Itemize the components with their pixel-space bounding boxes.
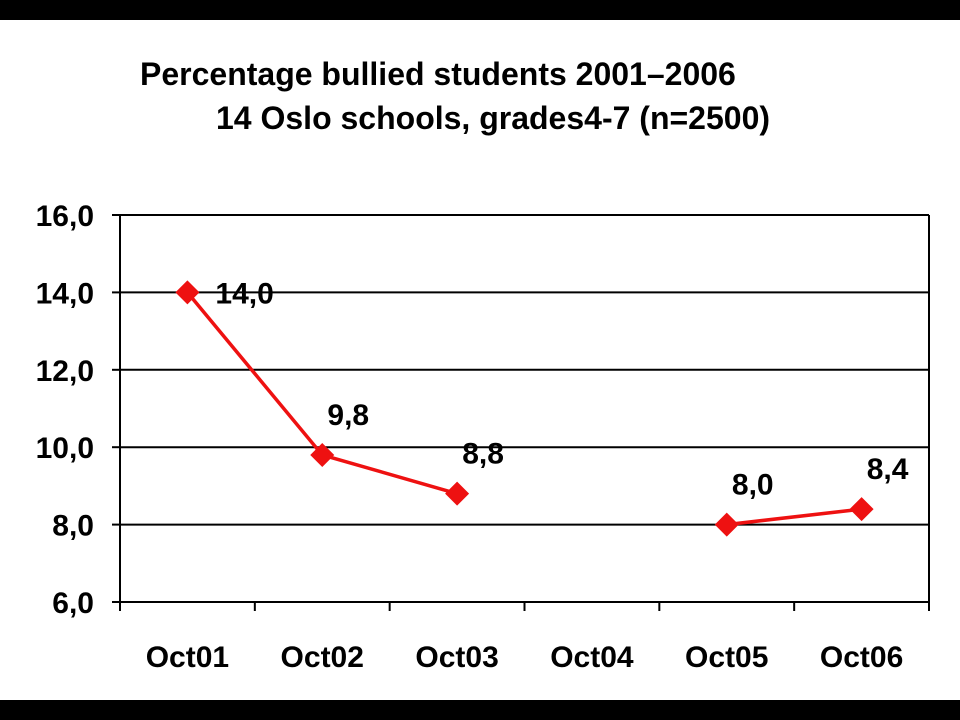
data-point-marker — [445, 481, 470, 506]
x-tick-label: Oct03 — [415, 641, 498, 674]
top-letterbox-bar — [0, 0, 960, 20]
x-tick-label: Oct04 — [550, 641, 634, 674]
x-tick-label: Oct02 — [281, 641, 364, 674]
y-tick-label: 12,0 — [36, 355, 94, 388]
x-tick-label: Oct05 — [685, 641, 768, 674]
bottom-letterbox-bar — [0, 700, 960, 720]
series-line — [726, 507, 862, 527]
data-point-marker — [310, 442, 335, 467]
data-label: 8,8 — [462, 438, 504, 471]
chart-title-line2: 14 Oslo schools, grades4-7 (n=2500) — [216, 100, 771, 136]
data-label: 9,8 — [327, 399, 369, 432]
y-tick-label: 10,0 — [36, 432, 94, 465]
y-tick-label: 6,0 — [52, 587, 94, 620]
y-tick-label: 16,0 — [36, 200, 94, 233]
data-label: 14,0 — [215, 277, 273, 310]
data-point-marker — [714, 512, 739, 537]
x-tick-label: Oct01 — [146, 641, 229, 674]
data-point-marker — [849, 497, 874, 522]
data-point-marker — [175, 280, 200, 305]
y-tick-label: 14,0 — [36, 277, 94, 310]
x-tick-label: Oct06 — [820, 641, 903, 674]
y-tick-label: 8,0 — [52, 510, 94, 543]
chart-title-line1: Percentage bullied students 2001–2006 — [140, 56, 736, 92]
data-label: 8,0 — [732, 469, 774, 502]
data-label: 8,4 — [867, 453, 909, 486]
